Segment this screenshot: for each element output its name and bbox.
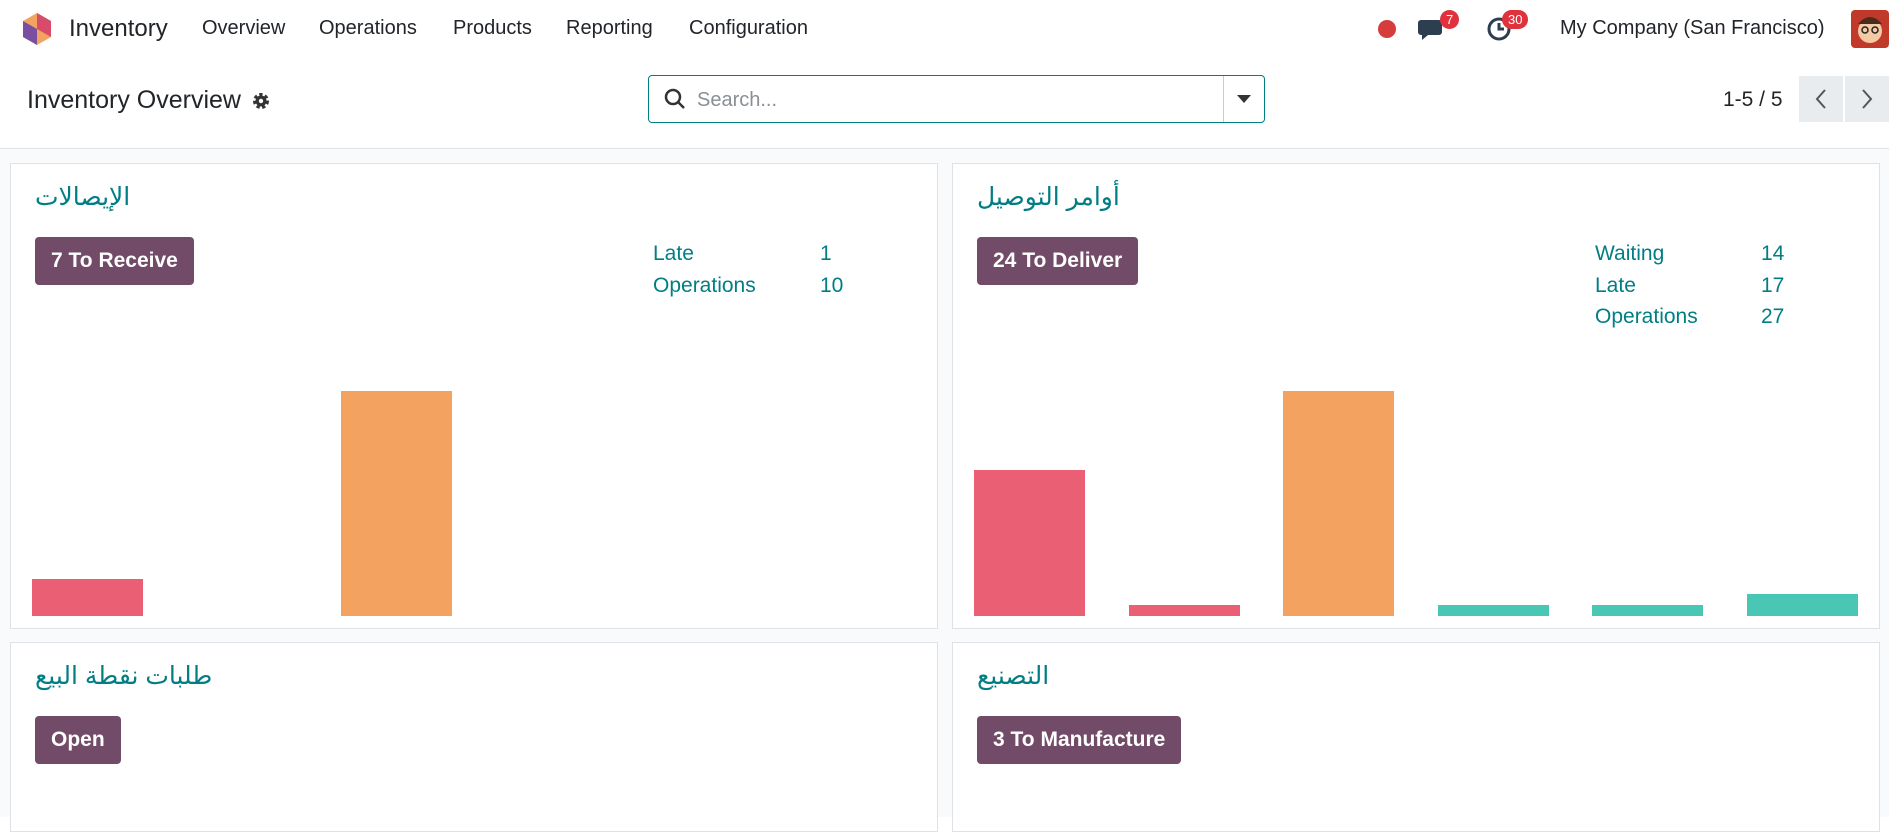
search-icon [664, 88, 685, 109]
card-title[interactable]: طلبات نقطة البيع [35, 662, 213, 690]
navbar: Inventory Overview Operations Products R… [0, 0, 1889, 58]
stat-label[interactable]: Waiting [1595, 242, 1665, 265]
menu-item[interactable]: Operations [319, 17, 417, 39]
graph-bar[interactable] [1128, 604, 1240, 616]
status-dot[interactable] [1378, 20, 1396, 38]
kanban-card[interactable]: أوامر التوصيل 24 To Deliver Waiting 14 L… [952, 163, 1880, 629]
card-button[interactable]: 3 To Manufacture [977, 716, 1182, 764]
stat-label[interactable]: Operations [1595, 305, 1698, 328]
stat-value[interactable]: 14 [1761, 242, 1785, 265]
search-placeholder: Search... [697, 89, 778, 111]
menu-item[interactable]: Products [453, 17, 532, 39]
search-box[interactable] [648, 75, 1265, 123]
app-logo [23, 13, 51, 45]
pager: 1-5 / 5 [1723, 88, 1783, 111]
card-button[interactable]: Open [35, 716, 121, 764]
graph-bar[interactable] [1437, 604, 1549, 616]
stat-value[interactable]: 1 [820, 242, 832, 265]
card-button[interactable]: 24 To Deliver [977, 237, 1139, 285]
graph-bar[interactable] [1747, 593, 1858, 616]
app-name[interactable]: Inventory [69, 15, 168, 42]
messages-badge: 7 [1440, 10, 1460, 29]
stat-value[interactable]: 17 [1761, 274, 1785, 297]
activity-icon[interactable] [1486, 16, 1512, 42]
stat-label[interactable]: Late [1595, 274, 1636, 297]
menu-item[interactable]: Overview [202, 17, 286, 39]
user-avatar[interactable] [1851, 10, 1889, 48]
kanban-card[interactable]: الإيصالات 7 To Receive Late 1 Operations… [10, 163, 938, 629]
stat-value[interactable]: 27 [1761, 305, 1785, 328]
card-title[interactable]: الإيصالات [35, 183, 131, 211]
divider [0, 148, 1889, 149]
company-switcher[interactable]: My Company (San Francisco) [1560, 17, 1825, 39]
kanban-card[interactable]: طلبات نقطة البيع Open [10, 642, 938, 832]
settings-gear[interactable] [251, 91, 271, 111]
kanban-card[interactable]: التصنيع 3 To Manufacture [952, 642, 1880, 832]
pager-prev[interactable] [1799, 76, 1843, 122]
menu-item[interactable]: Reporting [566, 17, 653, 39]
stat-label[interactable]: Operations [653, 274, 756, 297]
card-button[interactable]: 7 To Receive [35, 237, 194, 285]
breadcrumb-title: Inventory Overview [27, 86, 241, 114]
pager-next[interactable] [1845, 76, 1889, 122]
graph-bar[interactable] [1283, 391, 1395, 616]
card-title[interactable]: التصنيع [977, 662, 1050, 690]
separator [1223, 76, 1224, 122]
search-dropdown-toggle[interactable] [1236, 94, 1252, 104]
graph-bar[interactable] [32, 578, 143, 616]
graph-bar[interactable] [341, 391, 453, 616]
graph-bar[interactable] [974, 469, 1085, 616]
card-title[interactable]: أوامر التوصيل [977, 183, 1120, 211]
stat-label[interactable]: Late [653, 242, 694, 265]
stat-value[interactable]: 10 [820, 274, 844, 297]
activities-badge: 30 [1502, 10, 1529, 29]
graph-bar[interactable] [1592, 604, 1704, 616]
chat-icon[interactable] [1418, 16, 1446, 42]
menu-item[interactable]: Configuration [689, 17, 808, 39]
